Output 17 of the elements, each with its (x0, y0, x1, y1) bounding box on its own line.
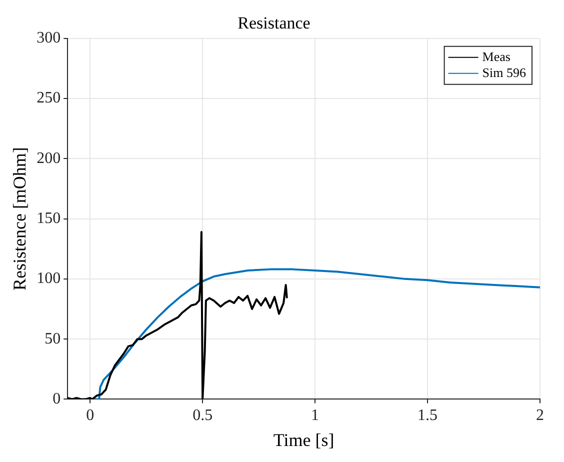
y-tick-label: 100 (36, 270, 61, 288)
y-tick-label: 250 (36, 90, 61, 107)
legend-label: Meas (482, 48, 510, 64)
y-tick-label: 300 (36, 30, 61, 47)
x-tick-label: 0.5 (192, 407, 213, 424)
x-tick-label: 1 (311, 407, 320, 424)
y-tick-label: 50 (44, 330, 61, 348)
x-tick-label: 2 (536, 407, 544, 424)
y-axis-title: Resistence [mOhm] (10, 147, 30, 291)
y-tick-label: 200 (36, 150, 61, 167)
x-tick-label: 0 (86, 407, 94, 424)
chart-title: Resistance (238, 14, 310, 33)
legend-label: Sim 596 (482, 64, 526, 80)
x-axis-title: Time [s] (273, 430, 334, 450)
x-tick-label: 1.5 (418, 407, 438, 424)
y-tick-label: 0 (52, 390, 61, 408)
y-tick-label: 150 (36, 210, 61, 228)
